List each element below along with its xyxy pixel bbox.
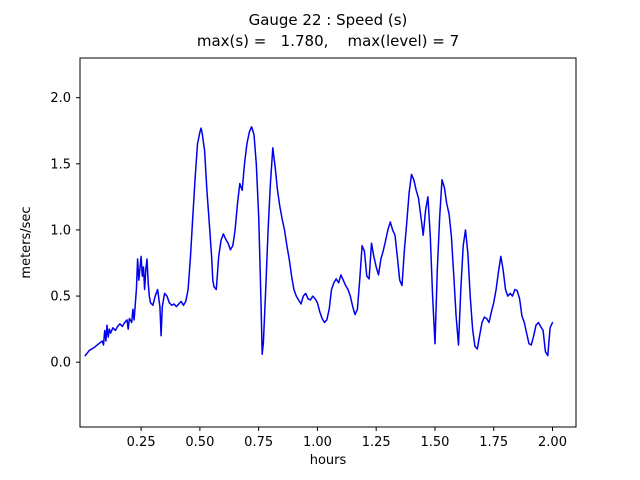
y-tick-label: 1.5 — [50, 157, 71, 172]
x-tick-label: 1.50 — [420, 435, 449, 450]
x-tick-label: 0.25 — [127, 435, 156, 450]
plot-frame — [79, 57, 577, 428]
x-tick-label: 1.25 — [362, 435, 391, 450]
speed-series-line — [84, 126, 554, 357]
y-tick-label: 1.0 — [50, 223, 71, 238]
x-axis-label: hours — [310, 453, 347, 468]
x-tick-label: 0.75 — [244, 435, 273, 450]
x-tick-label: 2.00 — [538, 435, 567, 450]
chart-title: Gauge 22 : Speed (s) max(s) = 1.780, max… — [80, 10, 576, 52]
x-tick-label: 1.75 — [479, 435, 508, 450]
y-tick-label: 0.5 — [50, 290, 71, 305]
chart-subtitle-line2: max(s) = 1.780, max(level) = 7 — [196, 32, 460, 50]
x-tick-label: 1.00 — [303, 435, 332, 450]
y-axis-label: meters/sec — [19, 206, 34, 278]
chart-title-line1: Gauge 22 : Speed (s) — [248, 11, 408, 29]
y-tick-label: 2.0 — [50, 91, 71, 106]
x-tick-label: 0.50 — [185, 435, 214, 450]
y-tick-label: 0.0 — [50, 356, 71, 371]
